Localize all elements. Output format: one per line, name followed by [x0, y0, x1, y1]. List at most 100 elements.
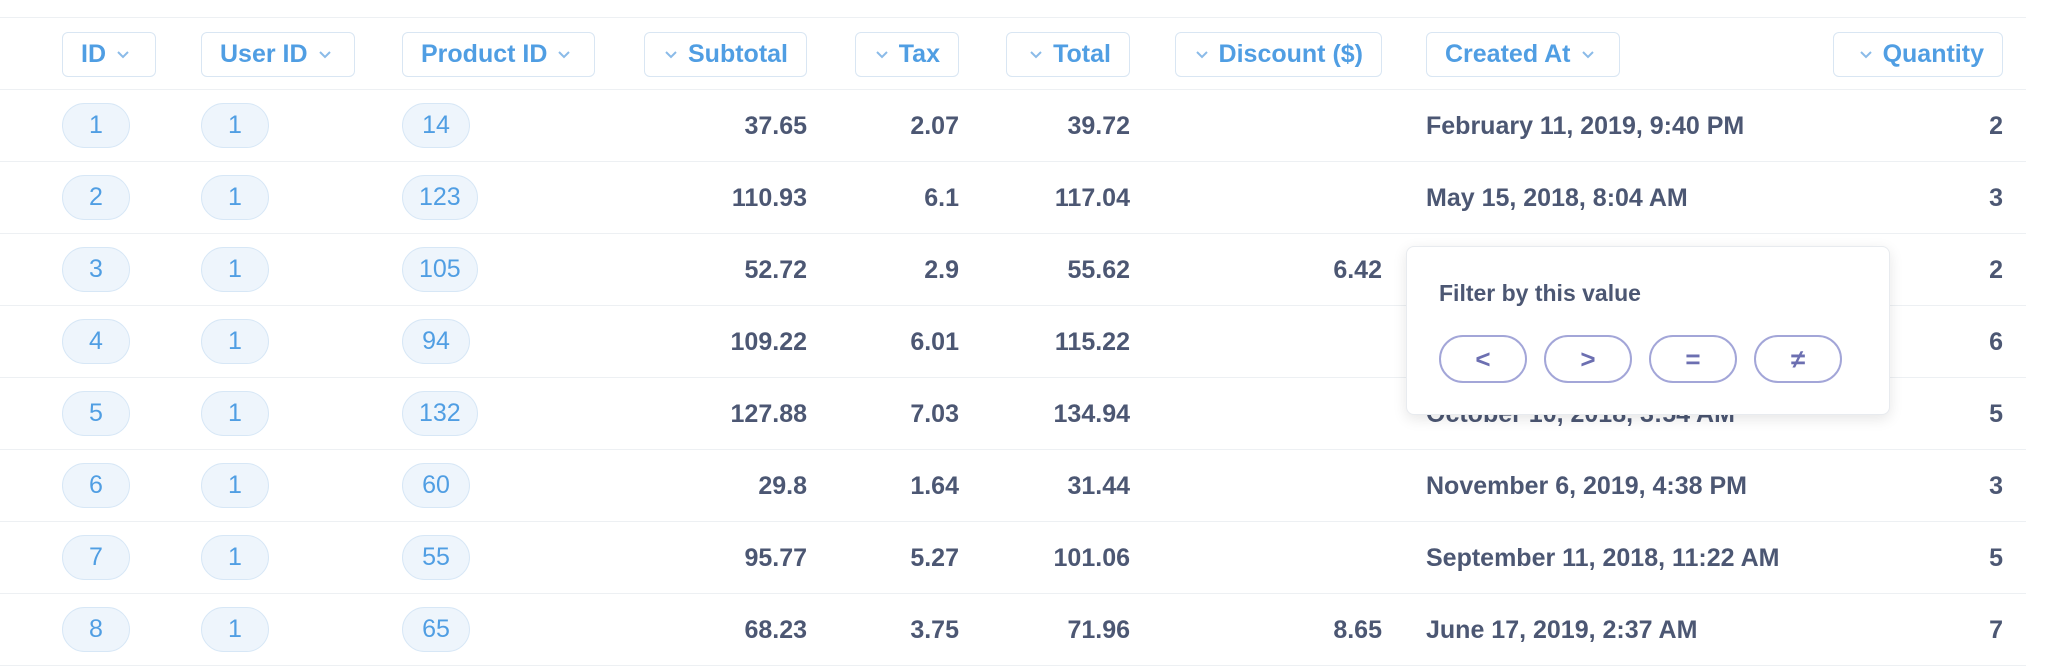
id-pill[interactable]: 60 — [402, 463, 470, 508]
cell: 115.22 — [1054, 327, 1130, 356]
id-pill[interactable]: 1 — [201, 103, 269, 148]
column-header[interactable]: Quantity — [1833, 32, 2003, 77]
header-label: ID — [81, 40, 106, 68]
cell: 6.42 — [1333, 255, 1382, 284]
cell: 8.65 — [1333, 615, 1382, 644]
cell: 68.23 — [744, 615, 807, 644]
cell: 7.03 — [910, 399, 959, 428]
cell: 29.8 — [758, 471, 807, 500]
cell: 2 — [1989, 111, 2003, 140]
filter-button[interactable]: = — [1649, 335, 1737, 383]
cell: 127.88 — [730, 399, 807, 428]
cell: 37.65 — [744, 111, 807, 140]
cell: 3 — [1989, 471, 2003, 500]
cell: 6 — [1989, 327, 2003, 356]
column-header[interactable]: Created At — [1426, 32, 1620, 77]
id-pill[interactable]: 1 — [201, 319, 269, 364]
cell: 5.27 — [910, 543, 959, 572]
chevron-icon — [1859, 51, 1872, 59]
top-border — [0, 17, 2026, 18]
row-border — [0, 521, 2026, 522]
id-pill[interactable]: 8 — [62, 607, 130, 652]
cell: 2.07 — [910, 111, 959, 140]
column-header[interactable]: Tax — [855, 32, 959, 77]
chevron-icon — [1195, 51, 1208, 59]
id-pill[interactable]: 1 — [201, 607, 269, 652]
cell: 6.01 — [910, 327, 959, 356]
row-border — [0, 377, 2026, 378]
cell: 2 — [1989, 255, 2003, 284]
cell: 5 — [1989, 543, 2003, 572]
chevron-icon — [558, 51, 571, 59]
column-header[interactable]: Discount ($) — [1175, 32, 1382, 77]
column-header[interactable]: Product ID — [402, 32, 595, 77]
cell: 31.44 — [1067, 471, 1130, 500]
row-border — [0, 161, 2026, 162]
id-pill[interactable]: 7 — [62, 535, 130, 580]
cell: 5 — [1989, 399, 2003, 428]
cell: 3.75 — [910, 615, 959, 644]
cell: 101.06 — [1053, 543, 1130, 572]
id-pill[interactable]: 132 — [402, 391, 478, 436]
cell[interactable]: November 6, 2019, 4:38 PM — [1426, 471, 1747, 500]
chevron-icon — [1030, 51, 1042, 59]
id-pill[interactable]: 5 — [62, 391, 130, 436]
id-pill[interactable]: 14 — [402, 103, 470, 148]
id-pill[interactable]: 1 — [201, 175, 269, 220]
id-pill[interactable]: 105 — [402, 247, 478, 292]
id-pill[interactable]: 1 — [201, 535, 269, 580]
header-label: Quantity — [1882, 40, 1984, 68]
cell: 39.72 — [1067, 111, 1130, 140]
id-pill[interactable]: 1 — [201, 247, 269, 292]
filter-button[interactable]: ≠ — [1754, 335, 1842, 383]
chevron-icon — [117, 51, 129, 59]
id-pill[interactable]: 4 — [62, 319, 130, 364]
column-header[interactable]: ID — [62, 32, 156, 77]
cell: 7 — [1989, 615, 2003, 644]
id-pill[interactable]: 2 — [62, 175, 130, 220]
row-border — [0, 665, 2026, 666]
row-border — [0, 449, 2026, 450]
id-pill[interactable]: 1 — [201, 463, 269, 508]
row-border — [0, 305, 2026, 306]
cell: 95.77 — [744, 543, 807, 572]
filter-button[interactable]: > — [1544, 335, 1632, 383]
id-pill[interactable]: 3 — [62, 247, 130, 292]
header-label: Created At — [1445, 40, 1571, 68]
cell: 6.1 — [924, 183, 959, 212]
header-label: Tax — [898, 40, 940, 68]
cell: 55.62 — [1067, 255, 1130, 284]
row-border — [0, 233, 2026, 234]
id-pill[interactable]: 94 — [402, 319, 470, 364]
filter-button[interactable]: < — [1439, 335, 1527, 383]
column-header[interactable]: User ID — [201, 32, 355, 77]
header-label: Discount ($) — [1218, 40, 1363, 68]
cell[interactable]: September 11, 2018, 11:22 AM — [1426, 543, 1780, 572]
cell[interactable]: February 11, 2019, 9:40 PM — [1426, 111, 1745, 140]
id-pill[interactable]: 6 — [62, 463, 130, 508]
chevron-icon — [876, 51, 888, 59]
filter-popover: Filter by this value < > = ≠ — [1406, 246, 1890, 415]
cell: 2.9 — [924, 255, 959, 284]
id-pill[interactable]: 123 — [402, 175, 478, 220]
header-label: User ID — [220, 40, 308, 68]
chevron-icon — [318, 51, 331, 59]
popover-title: Filter by this value — [1439, 280, 1641, 306]
row-border — [0, 593, 2026, 594]
cell[interactable]: May 15, 2018, 8:04 AM — [1426, 183, 1688, 212]
cell[interactable]: June 17, 2019, 2:37 AM — [1426, 615, 1698, 644]
column-header[interactable]: Total — [1006, 32, 1130, 77]
cell: 52.72 — [744, 255, 807, 284]
header-label: Total — [1053, 40, 1111, 68]
id-pill[interactable]: 1 — [201, 391, 269, 436]
id-pill[interactable]: 55 — [402, 535, 470, 580]
column-header[interactable]: Subtotal — [644, 32, 807, 77]
id-pill[interactable]: 65 — [402, 607, 470, 652]
cell: 134.94 — [1053, 399, 1130, 428]
cell: 1.64 — [910, 471, 959, 500]
chevron-icon — [665, 51, 677, 59]
cell: 110.93 — [731, 183, 807, 212]
id-pill[interactable]: 1 — [62, 103, 130, 148]
